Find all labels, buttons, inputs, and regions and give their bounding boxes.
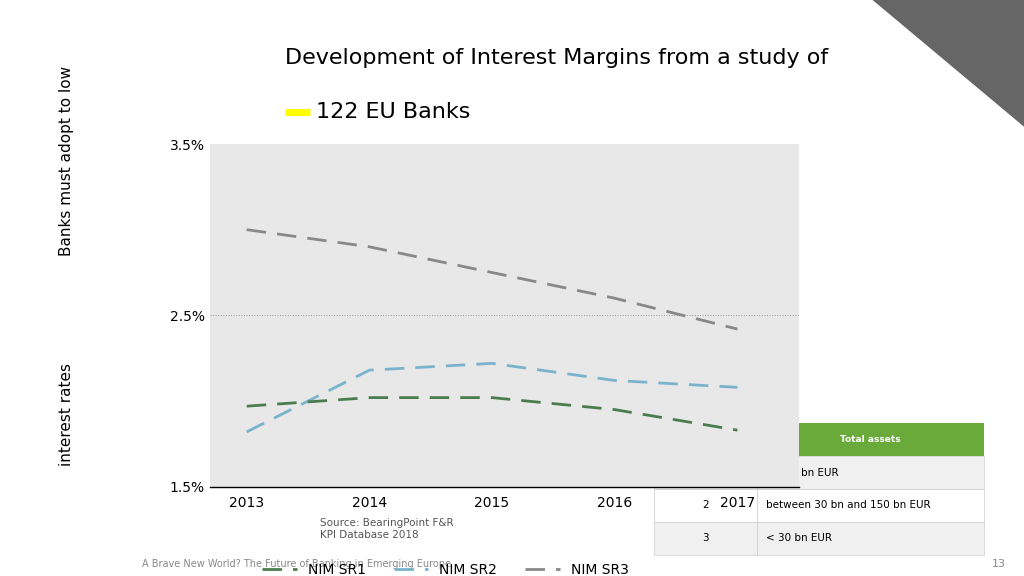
Bar <box>757 489 984 522</box>
Text: between 30 bn and 150 bn EUR: between 30 bn and 150 bn EUR <box>766 501 930 510</box>
Bar <box>654 423 757 456</box>
Text: 2: 2 <box>702 501 709 510</box>
Text: 122 EU Banks: 122 EU Banks <box>315 103 470 122</box>
Legend: NIM SR1, NIM SR2, NIM SR3: NIM SR1, NIM SR2, NIM SR3 <box>256 558 635 576</box>
Text: < 30 bn EUR: < 30 bn EUR <box>766 533 831 543</box>
Text: > 150 bn EUR: > 150 bn EUR <box>766 468 839 478</box>
Bar <box>654 489 757 522</box>
Bar <box>757 423 984 456</box>
Text: 13: 13 <box>992 559 1007 570</box>
Text: NIM =Net Interest Margin: NIM =Net Interest Margin <box>321 466 512 479</box>
Text: Development of Interest Margins from a study of: Development of Interest Margins from a s… <box>285 48 827 67</box>
Bar <box>757 456 984 489</box>
Text: Total assets: Total assets <box>840 435 901 444</box>
Polygon shape <box>872 0 1024 127</box>
Text: 3: 3 <box>702 533 709 543</box>
Bar <box>654 456 757 489</box>
Text: Source: BearingPoint F&R
KPI Database 2018: Source: BearingPoint F&R KPI Database 20… <box>321 518 454 540</box>
Text: 1: 1 <box>702 468 709 478</box>
Text: EU Bank Size range: EU Bank Size range <box>656 435 755 444</box>
Text: Banks must adopt to low: Banks must adopt to low <box>59 66 74 256</box>
Bar <box>654 522 757 555</box>
Bar <box>757 522 984 555</box>
Text: A Brave New World? The Future of Banking in Emerging Europe: A Brave New World? The Future of Banking… <box>142 559 451 570</box>
Text: interest rates: interest rates <box>59 363 74 466</box>
